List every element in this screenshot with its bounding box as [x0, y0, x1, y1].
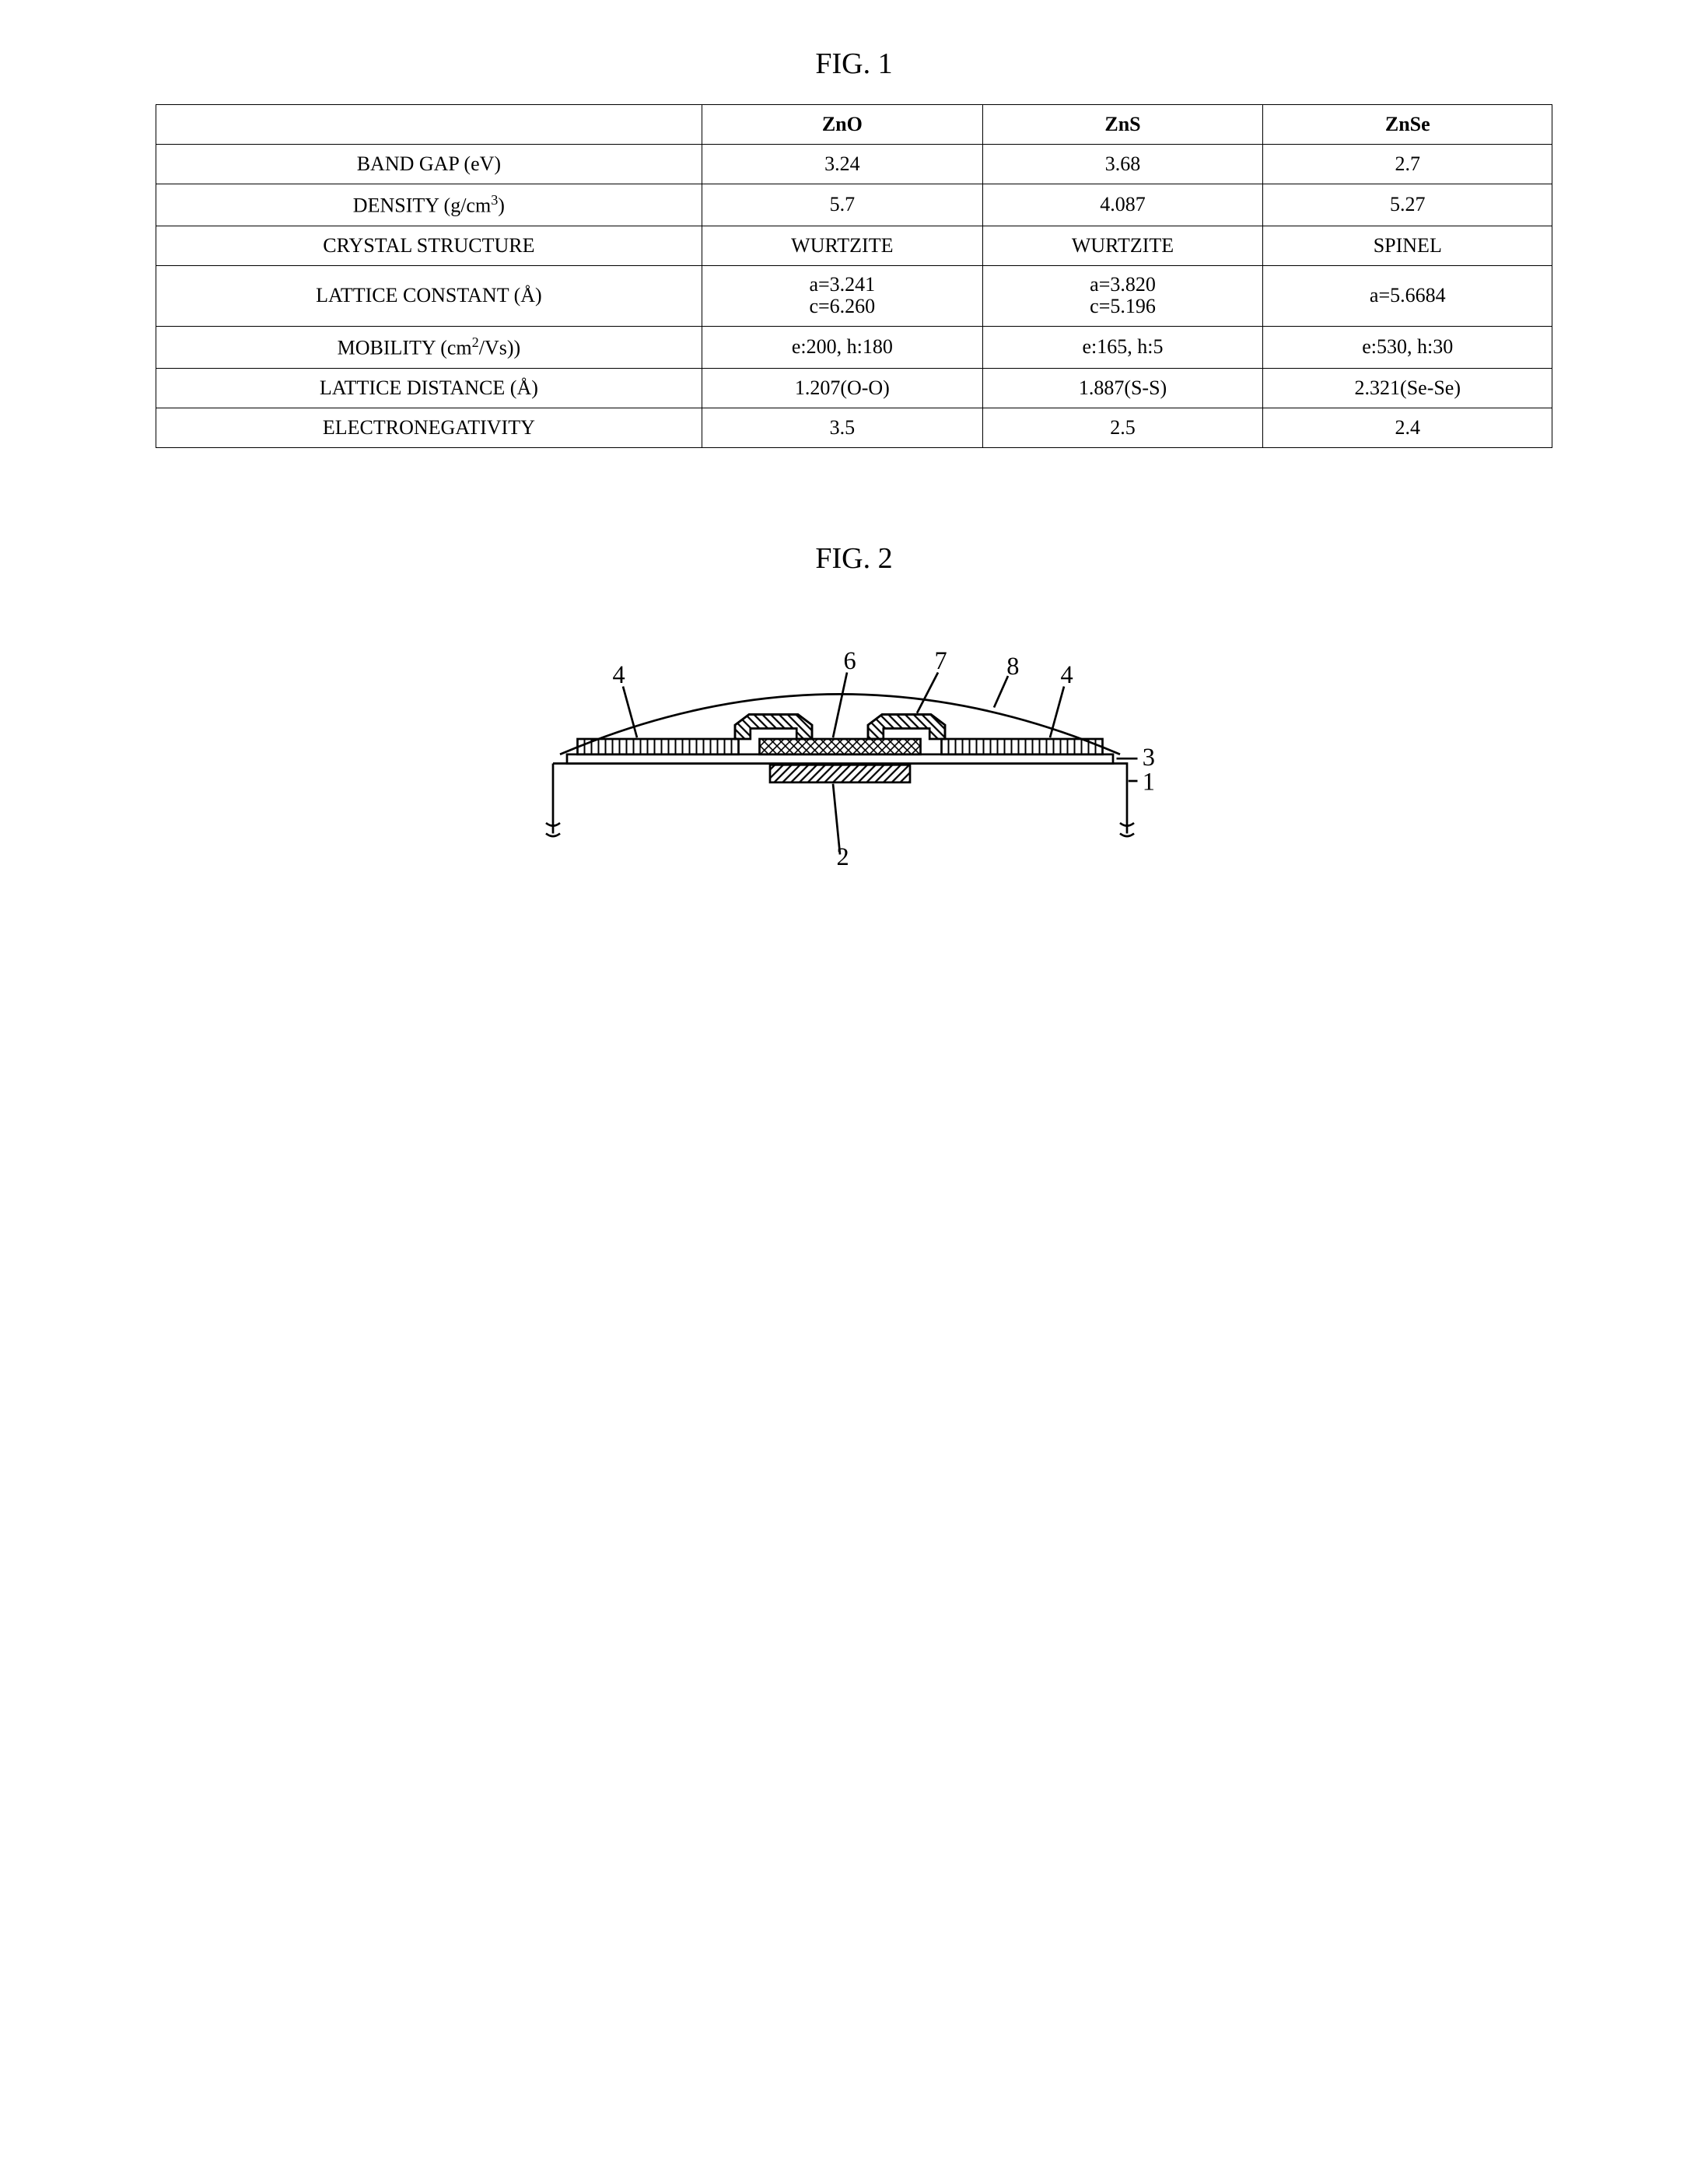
- cell: 4.087: [982, 184, 1263, 226]
- cell: 3.5: [702, 408, 982, 447]
- row-label: LATTICE CONSTANT (Å): [156, 265, 702, 326]
- table-row: DENSITY (g/cm3) 5.7 4.087 5.27: [156, 184, 1552, 226]
- label-3: 3: [1143, 744, 1155, 772]
- layer-gate: [770, 765, 910, 783]
- table-row: MOBILITY (cm2/Vs)) e:200, h:180 e:165, h…: [156, 326, 1552, 368]
- label-4-left: 4: [613, 661, 625, 689]
- cell: 3.24: [702, 145, 982, 184]
- row-label: ELECTRONEGATIVITY: [156, 408, 702, 447]
- fig1-table: ZnO ZnS ZnSe BAND GAP (eV) 3.24 3.68 2.7…: [156, 104, 1552, 448]
- cell: SPINEL: [1263, 226, 1552, 265]
- cell: 2.321(Se-Se): [1263, 368, 1552, 408]
- row-label: CRYSTAL STRUCTURE: [156, 226, 702, 265]
- label-8: 8: [1006, 653, 1019, 681]
- leader-7: [917, 672, 938, 713]
- cell: 3.68: [982, 145, 1263, 184]
- fig2-diagram: 4 4 6 7 8 3 1 2: [504, 599, 1204, 865]
- label-7: 7: [935, 647, 947, 675]
- layer-insulator: [567, 754, 1113, 763]
- table-header-row: ZnO ZnS ZnSe: [156, 105, 1552, 145]
- table-row: LATTICE DISTANCE (Å) 1.207(O-O) 1.887(S-…: [156, 368, 1552, 408]
- header-zns: ZnS: [982, 105, 1263, 145]
- leader-8: [994, 676, 1008, 708]
- cell: 5.7: [702, 184, 982, 226]
- layer-electrode-right: [868, 714, 945, 739]
- cell: e:530, h:30: [1263, 326, 1552, 368]
- cell: 1.207(O-O): [702, 368, 982, 408]
- fig2-title: FIG. 2: [78, 541, 1630, 576]
- layer-pixel-electrode-left: [578, 739, 739, 755]
- table-row: CRYSTAL STRUCTURE WURTZITE WURTZITE SPIN…: [156, 226, 1552, 265]
- header-property: [156, 105, 702, 145]
- label-2: 2: [837, 843, 849, 865]
- label-4-right: 4: [1061, 661, 1073, 689]
- row-label: DENSITY (g/cm3): [156, 184, 702, 226]
- cell: a=3.820c=5.196: [982, 265, 1263, 326]
- cell: 2.7: [1263, 145, 1552, 184]
- cell: a=3.241c=6.260: [702, 265, 982, 326]
- cell: e:165, h:5: [982, 326, 1263, 368]
- row-label: MOBILITY (cm2/Vs)): [156, 326, 702, 368]
- label-1: 1: [1143, 768, 1155, 796]
- label-6: 6: [844, 647, 856, 675]
- cell: 1.887(S-S): [982, 368, 1263, 408]
- header-zno: ZnO: [702, 105, 982, 145]
- fig1-title: FIG. 1: [78, 47, 1630, 81]
- cell: 5.27: [1263, 184, 1552, 226]
- cell: 2.4: [1263, 408, 1552, 447]
- table-row: BAND GAP (eV) 3.24 3.68 2.7: [156, 145, 1552, 184]
- leader-6: [833, 672, 847, 737]
- cell: a=5.6684: [1263, 265, 1552, 326]
- row-label: LATTICE DISTANCE (Å): [156, 368, 702, 408]
- header-znse: ZnSe: [1263, 105, 1552, 145]
- cell: WURTZITE: [982, 226, 1263, 265]
- cell: WURTZITE: [702, 226, 982, 265]
- row-label: BAND GAP (eV): [156, 145, 702, 184]
- layer-pixel-electrode-right: [942, 739, 1103, 755]
- layer-electrode-left: [735, 714, 812, 739]
- fig2-container: 4 4 6 7 8 3 1 2: [78, 599, 1630, 865]
- table-row: LATTICE CONSTANT (Å) a=3.241c=6.260 a=3.…: [156, 265, 1552, 326]
- cell: 2.5: [982, 408, 1263, 447]
- cell: e:200, h:180: [702, 326, 982, 368]
- table-row: ELECTRONEGATIVITY 3.5 2.5 2.4: [156, 408, 1552, 447]
- layer-semiconductor: [760, 739, 921, 755]
